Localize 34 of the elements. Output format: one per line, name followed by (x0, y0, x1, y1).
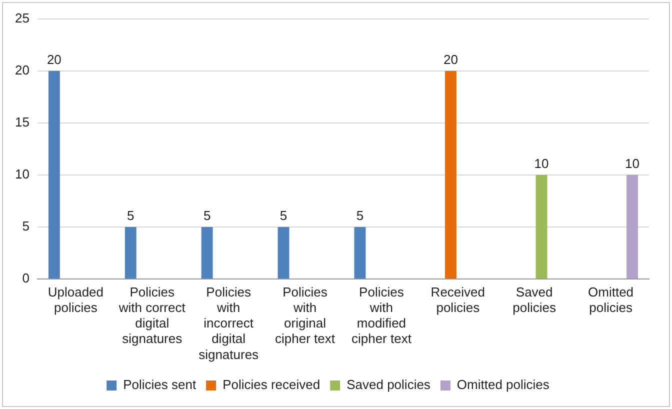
legend-label: Policies received (222, 377, 320, 392)
bar (124, 226, 136, 278)
y-tick-label: 10 (14, 166, 30, 182)
x-tick-label: Policies with correct digital signatures (118, 284, 186, 346)
data-label: 20 (46, 52, 62, 67)
bar (536, 174, 548, 278)
bar (278, 226, 290, 278)
bar (354, 226, 366, 278)
data-label: 5 (203, 208, 211, 224)
data-label: 20 (443, 52, 458, 67)
data-label: 10 (534, 156, 549, 171)
y-tick-label: 5 (22, 218, 30, 234)
legend-label: Policies sent (123, 377, 196, 392)
data-label: 5 (356, 208, 364, 224)
y-tick-label: 25 (14, 10, 30, 26)
x-tick-label: Uploaded policies (48, 284, 104, 315)
bar (444, 70, 456, 278)
x-tick-label: Omitted policies (588, 284, 634, 315)
x-tick-label: Policies with incorrect digital signatures (198, 284, 260, 362)
data-label: 5 (280, 208, 288, 224)
x-tick-label: Policies with modified cipher text (351, 284, 412, 346)
x-tick-label: Saved policies (512, 284, 557, 315)
legend-label: Saved policies (346, 377, 431, 392)
data-label: 10 (625, 156, 640, 171)
bar (201, 226, 213, 278)
y-tick-label: 20 (14, 62, 30, 78)
bar (626, 174, 638, 278)
data-label: 5 (127, 208, 134, 224)
x-tick-label: Received policies (430, 284, 485, 315)
y-tick-label: 0 (22, 270, 30, 286)
bar (48, 70, 60, 278)
legend-label: Omitted policies (456, 377, 550, 392)
y-tick-label: 15 (14, 114, 30, 130)
x-tick-label: Policies with original cipher text (275, 284, 336, 346)
